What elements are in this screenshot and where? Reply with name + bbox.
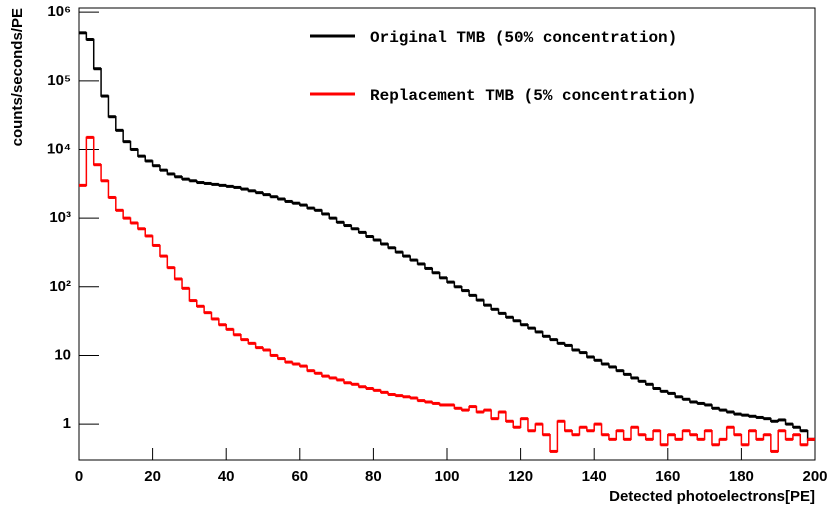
- x-tick-label: 80: [365, 468, 382, 485]
- x-tick-label: 180: [729, 468, 754, 485]
- x-tick-label: 120: [508, 468, 533, 485]
- x-tick-label: 200: [802, 468, 827, 485]
- legend-label: Replacement TMB (5% concentration): [370, 87, 696, 105]
- x-tick-label: 40: [218, 468, 235, 485]
- x-tick-label: 20: [144, 468, 161, 485]
- x-tick-label: 0: [75, 468, 83, 485]
- x-tick-label: 160: [655, 468, 680, 485]
- y-axis-label: counts/seconds/PE: [9, 8, 26, 146]
- x-tick-label: 60: [291, 468, 308, 485]
- y-tick-label: 10²: [49, 278, 71, 295]
- x-tick-label: 100: [434, 468, 459, 485]
- y-tick-label: 10⁴: [47, 140, 71, 157]
- y-tick-label: 10⁶: [47, 3, 71, 20]
- x-tick-label: 140: [582, 468, 607, 485]
- legend-label: Original TMB (50% concentration): [370, 29, 677, 47]
- y-tick-label: 1: [63, 415, 71, 432]
- y-tick-label: 10³: [49, 209, 71, 226]
- y-tick-label: 10: [54, 346, 71, 363]
- x-axis-label: Detected photoelectrons[PE]: [609, 488, 815, 505]
- y-tick-label: 10⁵: [47, 72, 71, 89]
- plot-frame: [78, 7, 816, 461]
